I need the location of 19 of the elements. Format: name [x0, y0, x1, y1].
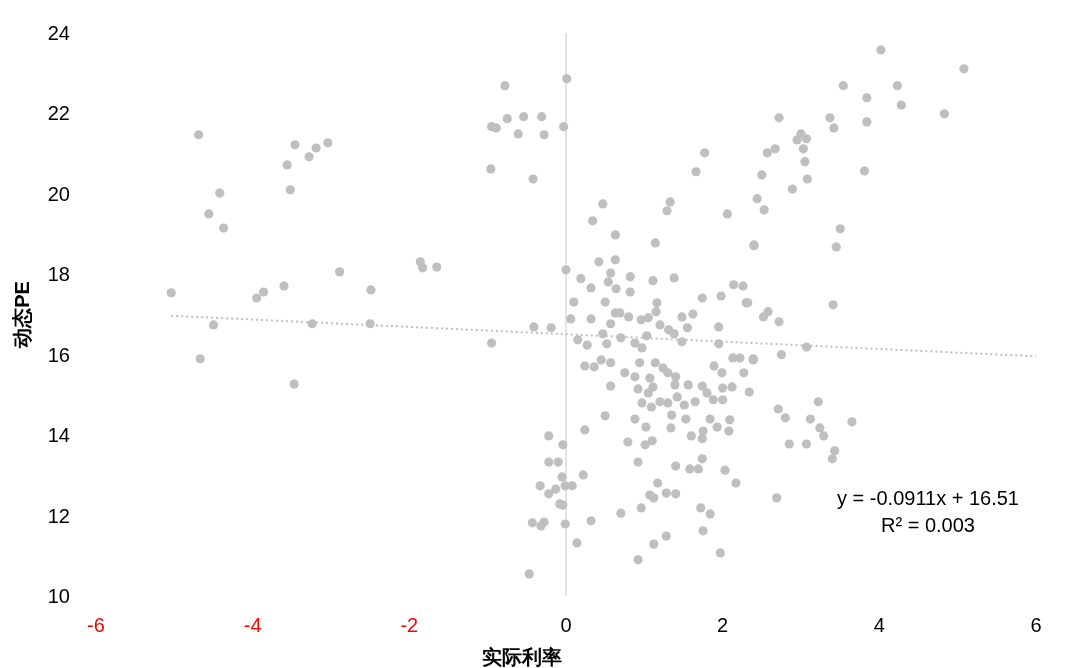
x-tick-label: -4	[243, 614, 262, 636]
y-tick-label: 16	[47, 343, 70, 366]
x-tick-label: 6	[1030, 614, 1042, 636]
annotation: R² = 0.003	[881, 514, 975, 536]
y-tick-label: 14	[47, 424, 70, 447]
x-tick-label: 4	[873, 614, 885, 636]
y-tick-label: 12	[47, 504, 70, 527]
y-tick-label: 10	[47, 585, 70, 607]
y-axis-title: 动态PE	[11, 281, 33, 349]
y-tick-label: 18	[47, 263, 70, 286]
y-tick-label: 24	[47, 22, 70, 44]
y-tick-label: 22	[47, 102, 70, 125]
x-tick-label: 2	[717, 614, 729, 636]
x-tick-label: -6	[87, 614, 105, 636]
x-tick-label: -2	[400, 614, 419, 636]
x-tick-label: 0	[560, 614, 572, 636]
y-tick-label: 20	[47, 182, 70, 205]
x-axis-title: 实际利率	[482, 646, 562, 668]
annotation: y = -0.0911x + 16.51	[837, 487, 1019, 509]
